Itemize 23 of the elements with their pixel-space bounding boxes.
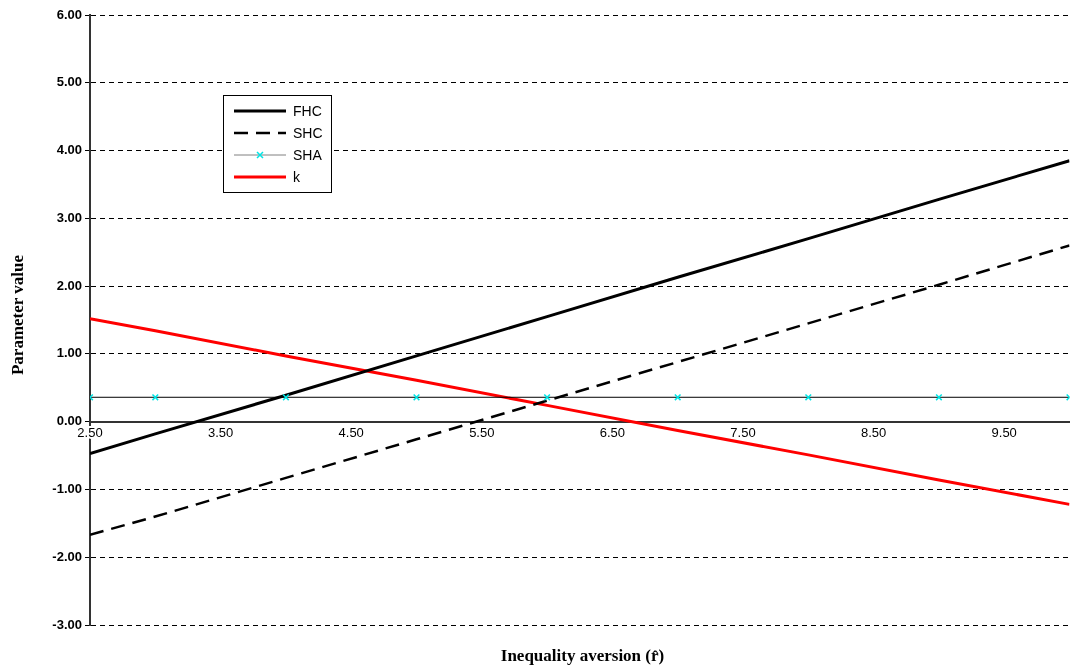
y-tick-label: 4.00 <box>56 142 82 158</box>
x-axis-title: Inequality aversion (r̂) <box>499 646 666 666</box>
legend-label: SHA <box>293 147 322 163</box>
x-tick-label: 3.50 <box>207 424 234 440</box>
y-tick-label: 1.00 <box>56 345 82 361</box>
y-tick-label: 2.00 <box>56 277 82 293</box>
x-tick-label: 7.50 <box>730 424 756 440</box>
y-axis-title: Parameter value <box>8 253 28 378</box>
legend-label: SHC <box>293 125 323 141</box>
x-tick-label: 8.50 <box>860 424 887 440</box>
x-tick-label: 9.50 <box>991 424 1017 440</box>
x-tick-label: 6.50 <box>599 424 626 440</box>
x-tick-label: 4.50 <box>338 424 364 440</box>
y-tick-label: 5.00 <box>56 74 82 90</box>
legend-label: FHC <box>293 103 322 119</box>
legend-label: k <box>293 169 300 185</box>
y-tick-label: 6.00 <box>56 6 82 22</box>
y-tick-label: -1.00 <box>52 481 82 497</box>
y-tick-label: -2.00 <box>52 548 82 564</box>
y-tick-label: 0.00 <box>56 413 82 429</box>
x-tick-label: 5.50 <box>469 424 495 440</box>
y-tick-label: -3.00 <box>52 616 82 632</box>
y-tick-label: 3.00 <box>56 209 82 225</box>
